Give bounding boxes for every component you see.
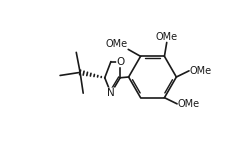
Text: OMe: OMe — [178, 99, 200, 109]
Text: O: O — [117, 57, 125, 67]
Text: OMe: OMe — [190, 66, 212, 76]
Text: OMe: OMe — [105, 39, 127, 49]
Text: OMe: OMe — [156, 32, 178, 42]
Text: N: N — [107, 88, 115, 98]
